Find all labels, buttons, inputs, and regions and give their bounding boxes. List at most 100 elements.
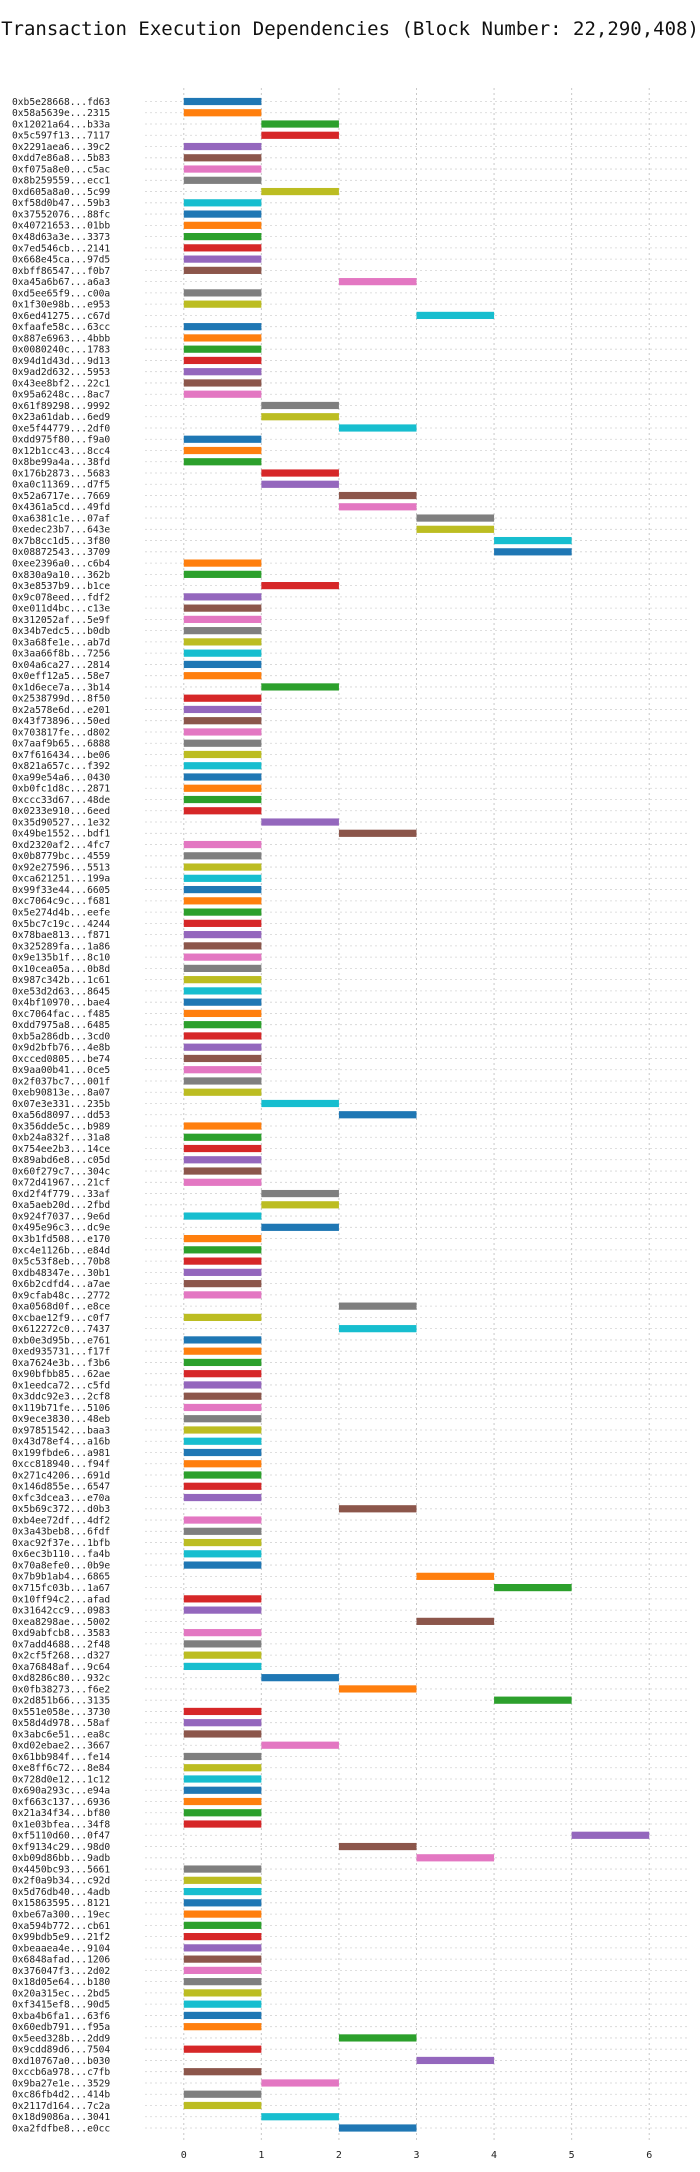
- y-tick-label: 0x34b7edc5...b0db: [12, 626, 110, 637]
- y-tick-label: 0x6b2cdfd4...a7ae: [12, 1279, 110, 1290]
- y-tick-label: 0xf663c137...6936: [12, 1797, 110, 1808]
- y-tick-label: 0x97851542...baa3: [12, 1425, 110, 1436]
- y-tick-label: 0x495e96c3...dc9e: [12, 1223, 110, 1234]
- y-tick-label: 0x10cea05a...0b8d: [12, 964, 110, 975]
- bar: [183, 1899, 262, 1907]
- y-tick-label: 0x703817fe...d802: [12, 727, 110, 738]
- bar: [183, 97, 262, 106]
- y-tick-label: 0x37552076...88fc: [12, 209, 110, 220]
- y-tick-label: 0x10ff94c2...afad: [12, 1594, 110, 1605]
- bar: [183, 368, 262, 376]
- y-tick-label: 0xb24a832f...31a8: [12, 1133, 110, 1144]
- y-tick-label: 0x9c078eed...fdf2: [12, 592, 110, 603]
- y-tick-label: 0xe8ff6c72...8e84: [12, 1763, 110, 1774]
- bar: [183, 1156, 262, 1164]
- bar: [183, 852, 262, 860]
- y-tick-label: 0xb09d86bb...9adb: [12, 1853, 110, 1864]
- y-tick-label: 0x9ba27e1e...3529: [12, 2078, 110, 2089]
- bar: [183, 1370, 262, 1378]
- y-tick-label: 0x987c342b...1c61: [12, 975, 110, 986]
- y-tick-label: 0xd9abfcb8...3583: [12, 1628, 110, 1639]
- y-tick-label: 0x2117d164...7c2a: [12, 2101, 110, 2112]
- bar: [416, 1617, 495, 1625]
- bar: [183, 1493, 262, 1502]
- y-tick-label: 0x4bf10970...bae4: [12, 998, 110, 1009]
- y-tick-label: 0x6ed41275...c67d: [12, 311, 110, 322]
- bar: [416, 311, 495, 320]
- bar: [183, 2000, 262, 2008]
- bar: [416, 2056, 495, 2065]
- y-tick-label: 0x43f73896...50ed: [12, 716, 110, 727]
- x-tick-labels: 0 1 2 3 4 5 6: [181, 2150, 652, 2161]
- bar: [183, 908, 262, 916]
- bar: [183, 1730, 262, 1738]
- y-tick-label: 0x1f30e98b...e953: [12, 300, 110, 311]
- bar: [183, 570, 262, 578]
- bar: [183, 1054, 262, 1063]
- bar: [183, 1527, 262, 1535]
- bar: [183, 356, 262, 365]
- y-tick-label: 0x94d1d43d...9d13: [12, 356, 110, 367]
- y-tick-label: 0x271c4206...691d: [12, 1470, 110, 1481]
- y-tick-label: 0x9e135b1f...8c10: [12, 953, 110, 964]
- bar: [183, 874, 262, 882]
- x-tick-label: 6: [646, 2150, 652, 2161]
- bar: [183, 773, 262, 781]
- bar: [183, 1088, 262, 1096]
- y-tick-label: 0x2291aea6...39c2: [12, 142, 110, 153]
- y-tick-label: 0xccb6a978...c7fb: [12, 2067, 110, 2078]
- bar: [183, 627, 262, 635]
- y-tick-label: 0x1d6ece7a...3b14: [12, 682, 110, 693]
- y-tick-label: 0xa56d8097...dd53: [12, 1110, 110, 1121]
- y-tick-label: 0xa2fdfbe8...e0cc: [12, 2123, 110, 2134]
- bar: [183, 1966, 262, 1974]
- y-tick-label: 0x78bae813...f871: [12, 930, 110, 941]
- y-tick-label: 0x7aaf9b65...6888: [12, 739, 110, 750]
- y-tick-label: 0xfc3dcea3...e70a: [12, 1493, 110, 1504]
- bar: [261, 582, 339, 590]
- bar: [183, 1606, 262, 1614]
- bar: [183, 615, 262, 623]
- bar: [183, 1775, 262, 1783]
- y-tick-label: 0x3aa66f8b...7256: [12, 649, 110, 660]
- y-tick-label: 0x715fc03b...1a67: [12, 1583, 110, 1594]
- bar: [183, 323, 262, 331]
- bar: [183, 672, 262, 680]
- bar: [183, 1944, 262, 1952]
- y-tick-label: 0xcc818940...f94f: [12, 1459, 110, 1470]
- bar: [261, 683, 339, 691]
- y-tick-label: 0xd605a8a0...5c99: [12, 187, 110, 198]
- y-tick-label: 0x12b1cc43...8cc4: [12, 446, 110, 457]
- bar: [494, 548, 572, 556]
- bar: [183, 1144, 262, 1153]
- y-tick-label: 0xea8298ae...5002: [12, 1617, 110, 1628]
- bar: [571, 1831, 650, 1839]
- bar: [183, 559, 262, 567]
- bar: [183, 795, 262, 804]
- bar: [183, 176, 262, 184]
- bar: [183, 221, 262, 229]
- y-tick-label: 0x3ddc92e3...2cf8: [12, 1392, 110, 1403]
- y-tick-label: 0x612272c0...7437: [12, 1324, 110, 1335]
- y-tick-label: 0xa45a6b67...a6a3: [12, 277, 110, 288]
- y-tick-label: 0xccc33d67...48de: [12, 795, 110, 806]
- bar: [183, 2090, 262, 2098]
- y-tick-label: 0x6848afad...1206: [12, 1955, 110, 1966]
- y-tick-label: 0x2a578e6d...e201: [12, 705, 110, 716]
- y-tick-label: 0x20a315ec...2bd5: [12, 1988, 110, 1999]
- y-tick-label: 0x60edb791...f95a: [12, 2022, 110, 2033]
- bar: [183, 840, 262, 849]
- bar: [183, 1978, 262, 1986]
- y-tick-label: 0x9cdd89d6...7504: [12, 2045, 110, 2056]
- bar: [261, 1099, 339, 1108]
- y-tick-label: 0x31642cc9...0983: [12, 1606, 110, 1617]
- y-tick-label: 0x1e03bfea...34f8: [12, 1819, 110, 1830]
- y-tick-label: 0x9ece3830...48eb: [12, 1414, 110, 1425]
- y-tick-label: 0x48d63a3e...3373: [12, 232, 110, 243]
- bar: [183, 2023, 262, 2031]
- y-tick-label: 0x199fbde6...a981: [12, 1448, 110, 1459]
- bar: [494, 536, 572, 545]
- y-tick-label: 0xbeaaea4e...9104: [12, 1943, 110, 1954]
- y-tick-label: 0x35d90527...1e32: [12, 817, 110, 828]
- y-tick-label: 0x0fb38273...f6e2: [12, 1684, 110, 1695]
